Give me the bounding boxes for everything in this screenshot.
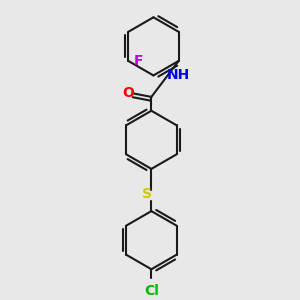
Text: NH: NH: [166, 68, 190, 82]
Text: Cl: Cl: [144, 284, 159, 298]
Text: S: S: [142, 187, 152, 201]
Text: O: O: [123, 86, 134, 100]
Text: F: F: [134, 54, 143, 68]
